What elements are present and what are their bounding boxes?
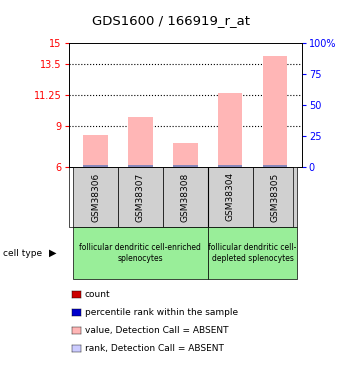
Text: GSM38304: GSM38304 <box>226 172 235 221</box>
Bar <box>252 167 297 227</box>
Text: GSM38305: GSM38305 <box>270 172 280 222</box>
Text: count: count <box>85 290 110 299</box>
Bar <box>163 167 208 227</box>
Bar <box>208 227 297 279</box>
Text: GSM38308: GSM38308 <box>181 172 190 222</box>
Text: percentile rank within the sample: percentile rank within the sample <box>85 308 238 317</box>
Bar <box>83 135 108 167</box>
Bar <box>173 143 198 167</box>
Text: GSM38306: GSM38306 <box>91 172 100 222</box>
Text: follicular dendritic cell-enriched
splenocytes: follicular dendritic cell-enriched splen… <box>80 243 201 263</box>
Bar <box>173 165 198 167</box>
Bar <box>128 117 153 167</box>
Bar <box>263 165 287 167</box>
Bar <box>118 167 163 227</box>
Text: value, Detection Call = ABSENT: value, Detection Call = ABSENT <box>85 326 228 335</box>
Bar <box>73 167 118 227</box>
Bar <box>218 93 243 167</box>
Text: ▶: ▶ <box>49 248 57 258</box>
Text: GSM38307: GSM38307 <box>136 172 145 222</box>
Bar <box>73 227 208 279</box>
Bar <box>263 56 287 167</box>
Text: GDS1600 / 166919_r_at: GDS1600 / 166919_r_at <box>93 14 250 27</box>
Text: follicular dendritic cell-
depleted splenocytes: follicular dendritic cell- depleted sple… <box>208 243 297 263</box>
Text: cell type: cell type <box>3 249 43 258</box>
Bar <box>128 165 153 167</box>
Bar <box>83 165 108 167</box>
Bar <box>208 167 252 227</box>
Bar <box>218 165 243 167</box>
Text: rank, Detection Call = ABSENT: rank, Detection Call = ABSENT <box>85 344 224 353</box>
